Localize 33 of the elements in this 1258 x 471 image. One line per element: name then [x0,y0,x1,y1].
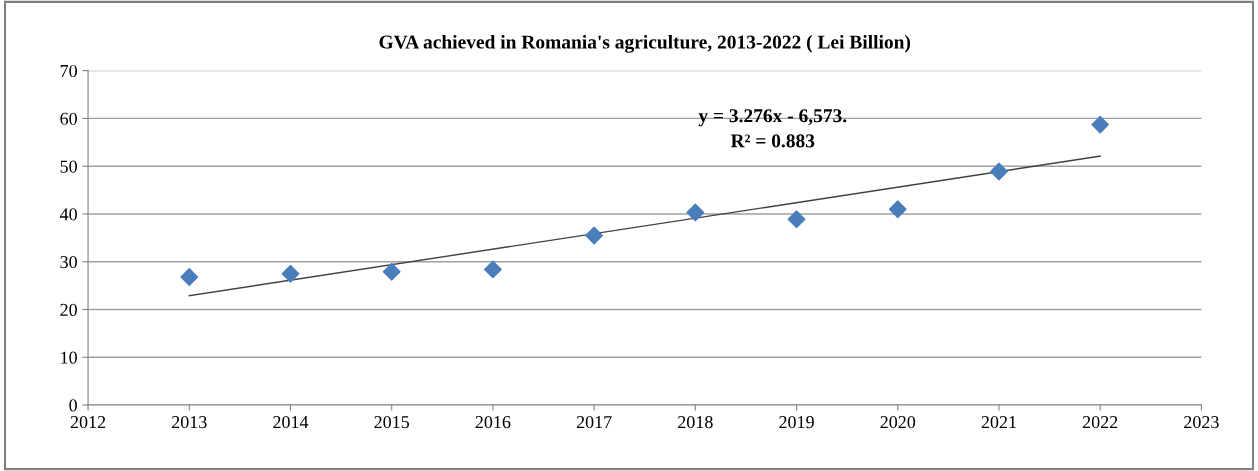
y-tick-label: 30 [60,256,77,269]
annotation: y = 3.276x - 6,573. [698,109,847,127]
annotation: R² = 0.883 [730,134,815,148]
point [686,203,705,222]
point [787,210,806,229]
x-tick-label: 2018 [678,416,713,429]
x-tick-label: 2019 [779,416,814,429]
point [888,200,907,219]
point [483,260,502,279]
point [180,268,199,286]
x-tick-label: 2016 [475,416,511,429]
point [281,264,300,283]
x-tick-label: 2013 [172,416,207,429]
point [1091,115,1110,134]
y-tick-label: 70 [60,64,77,78]
x-tick-label: 2020 [880,416,916,429]
x-tick-label: 2012 [70,416,106,429]
point [585,226,604,245]
point [382,262,401,281]
x-tick-label: 2023 [1184,416,1219,429]
y-tick-label: 40 [59,208,77,221]
point [990,162,1008,181]
y-tick-label: 60 [60,112,77,125]
x-tick-label: 2021 [981,416,1016,429]
x-tick-label: 2015 [374,416,410,429]
y-tick-label: 50 [60,160,77,173]
y-tick-label: 0 [69,399,77,412]
chart-title: GVA achieved in Romania's agriculture, 2013-2022 ( Lei Billion) [379,34,911,53]
x-tick-label: 2022 [1082,416,1118,429]
y-tick-label: 20 [60,303,77,316]
y-tick-label: 10 [61,351,77,364]
x-tick-label: 2014 [273,416,309,429]
x-tick-label: 2017 [576,416,612,429]
